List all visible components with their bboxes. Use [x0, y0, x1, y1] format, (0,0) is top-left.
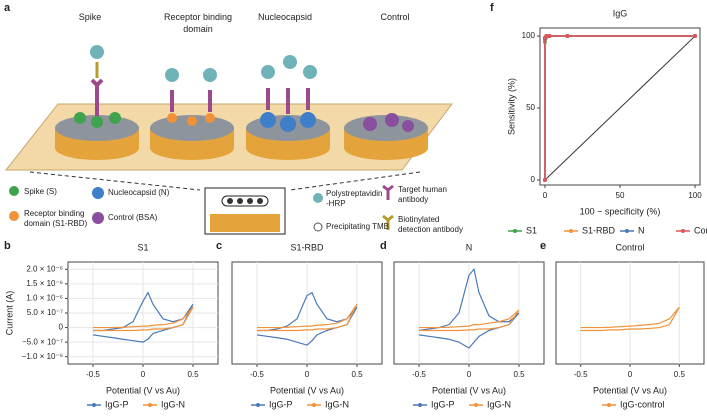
x-axis-label: Potential (V vs Au) [593, 385, 667, 395]
chart-title: IgG [613, 8, 628, 18]
x-tick-label: 0 [543, 191, 548, 200]
reference-diagonal [544, 35, 696, 181]
x-tick-label: 0 [628, 370, 633, 379]
y-axis-label: Sensitivity (%) [506, 78, 516, 135]
x-tick-label: 0.5 [351, 370, 363, 379]
legend-label: Target human antibody [398, 185, 447, 204]
legend-label: Combined [694, 225, 707, 235]
legend-label: S1 [526, 225, 537, 235]
molecules [74, 45, 414, 132]
panel-label: d [380, 240, 387, 252]
x-axis-label: Potential (V vs Au) [270, 385, 344, 395]
legend-label: Nucleocapsid (N) [108, 188, 170, 197]
y-tick-label: 100 [522, 31, 536, 40]
data-line [93, 306, 194, 332]
legend-marker [312, 403, 316, 407]
legend-label: Precipitating TMB [326, 222, 389, 231]
electrode-base [55, 136, 139, 160]
data-line [418, 267, 520, 349]
electrode-base [150, 136, 234, 160]
y-tick-label: 0 [531, 175, 536, 184]
header: Nucleocapsid [258, 12, 312, 22]
legend-label: Control (BSA) [108, 213, 158, 222]
legend-marker [418, 403, 422, 407]
y-tick-label: 1.0 × 10⁻⁶ [26, 294, 63, 303]
header: Control [380, 12, 409, 22]
x-axis-label: 100 − specificity (%) [580, 206, 661, 216]
data-point [542, 177, 547, 182]
y-tick-label: 0 [59, 323, 64, 332]
data-line [257, 303, 358, 332]
chip [204, 187, 286, 235]
legend-marker [513, 229, 517, 233]
legend-label: S1-RBD [582, 225, 616, 235]
illustration: Spike Receptor binding domain Nucleocapsi… [4, 12, 463, 235]
header: Receptor binding domain [164, 12, 232, 34]
legend-label: IgG-P [269, 399, 293, 409]
electrode-base [246, 136, 330, 160]
x-tick-label: 0.5 [513, 370, 525, 379]
legend-label: IgG-P [431, 399, 455, 409]
legend-marker [92, 403, 96, 407]
legend-label: IgG-control [620, 399, 665, 409]
legend-label: Spike (S) [24, 187, 57, 196]
data-line [92, 291, 194, 343]
x-axis-label: Potential (V vs Au) [432, 385, 506, 395]
data-point [547, 34, 552, 39]
data-line [580, 306, 680, 332]
legend-label: Receptor binding domain (S1-RBD) [24, 209, 87, 228]
y-tick-label: 1.5 × 10⁻⁶ [26, 279, 63, 288]
x-axis-label: Potential (V vs Au) [106, 385, 180, 395]
x-tick-label: -0.5 [412, 370, 426, 379]
chart-title: Control [615, 242, 644, 252]
x-tick-label: -0.5 [574, 370, 588, 379]
legend-marker [474, 403, 478, 407]
legend-marker [148, 403, 152, 407]
x-tick-label: 100 [688, 191, 702, 200]
legend-label: IgG-N [487, 399, 511, 409]
header: Spike [79, 12, 102, 22]
legend-marker [256, 403, 260, 407]
legend-label: N [638, 225, 645, 235]
chart-title: N [466, 242, 473, 252]
panel-label: f [490, 2, 494, 14]
data-line [419, 309, 520, 332]
y-axis-label: Current (A) [4, 291, 14, 336]
legend-marker [607, 403, 611, 407]
panel-label: c [216, 240, 222, 252]
y-tick-label: 50 [526, 103, 535, 112]
x-tick-label: -0.5 [250, 370, 264, 379]
panel-label: a [4, 2, 11, 14]
y-tick-label: −5.0 × 10⁻⁷ [22, 337, 63, 346]
x-tick-label: 0.5 [187, 370, 199, 379]
x-tick-label: 0 [467, 370, 472, 379]
legend-label: Polystreptavidin -HRP [326, 189, 382, 208]
panel-label: b [4, 240, 11, 252]
legend-label: IgG-N [161, 399, 185, 409]
y-tick-label: 2.0 × 10⁻⁶ [26, 264, 63, 273]
x-tick-label: 50 [616, 191, 625, 200]
x-tick-label: 0 [305, 370, 310, 379]
x-tick-label: -0.5 [86, 370, 100, 379]
legend-marker [569, 229, 573, 233]
chart-title: S1-RBD [290, 242, 324, 252]
y-tick-label: −1.0 × 10⁻⁶ [22, 352, 63, 361]
legend-icons [9, 184, 394, 232]
x-tick-label: 0 [141, 370, 146, 379]
y-tick-label: 5.0 × 10⁻⁷ [27, 308, 63, 317]
data-line [256, 291, 358, 346]
chart-title: S1 [137, 242, 148, 252]
electrode-base [344, 136, 428, 160]
legend-marker [625, 229, 629, 233]
legend-label: IgG-P [105, 399, 129, 409]
data-point [565, 34, 570, 39]
legend-marker [681, 229, 685, 233]
x-tick-label: 0.5 [674, 370, 686, 379]
panel-label: e [540, 240, 546, 252]
data-point [693, 34, 698, 39]
legend-label: Biotinylated detection antibody [398, 215, 463, 234]
legend-label: IgG-N [325, 399, 349, 409]
data-point [544, 34, 549, 39]
